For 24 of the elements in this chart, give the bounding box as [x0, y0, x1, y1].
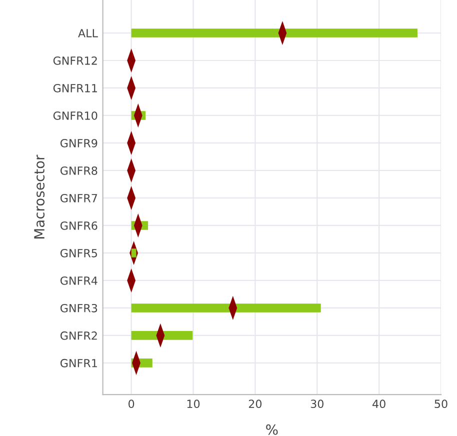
y-tick-label: GNFR6 — [60, 221, 98, 230]
y-tick-label: GNFR2 — [60, 331, 97, 340]
y-tick-label: GNFR10 — [53, 111, 98, 120]
y-tick-label: GNFR9 — [60, 138, 98, 148]
y-tick-label: GNFR1 — [60, 358, 97, 368]
y-axis-title: Macrosector — [34, 154, 45, 238]
x-tick-label: 30 — [310, 400, 324, 408]
x-axis-title: % — [266, 424, 278, 435]
y-tick-label: GNFR8 — [60, 166, 98, 175]
y-tick-label: GNFR5 — [60, 248, 97, 258]
x-tick-label: 40 — [372, 400, 386, 408]
y-tick-label: GNFR3 — [60, 304, 98, 312]
x-tick-label: 50 — [434, 400, 448, 408]
bar — [131, 28, 418, 38]
x-tick-label: 0 — [128, 400, 134, 408]
y-tick-label: GNFR12 — [53, 56, 97, 65]
y-tick-label: ALL — [78, 29, 98, 38]
x-tick-label: 10 — [187, 400, 200, 408]
bar — [131, 304, 321, 312]
bar — [131, 248, 136, 258]
y-tick-label: GNFR11 — [53, 84, 97, 92]
y-tick-label: GNFR7 — [60, 194, 98, 202]
y-tick-label: GNFR4 — [60, 276, 98, 285]
x-tick-label: 20 — [248, 400, 262, 408]
